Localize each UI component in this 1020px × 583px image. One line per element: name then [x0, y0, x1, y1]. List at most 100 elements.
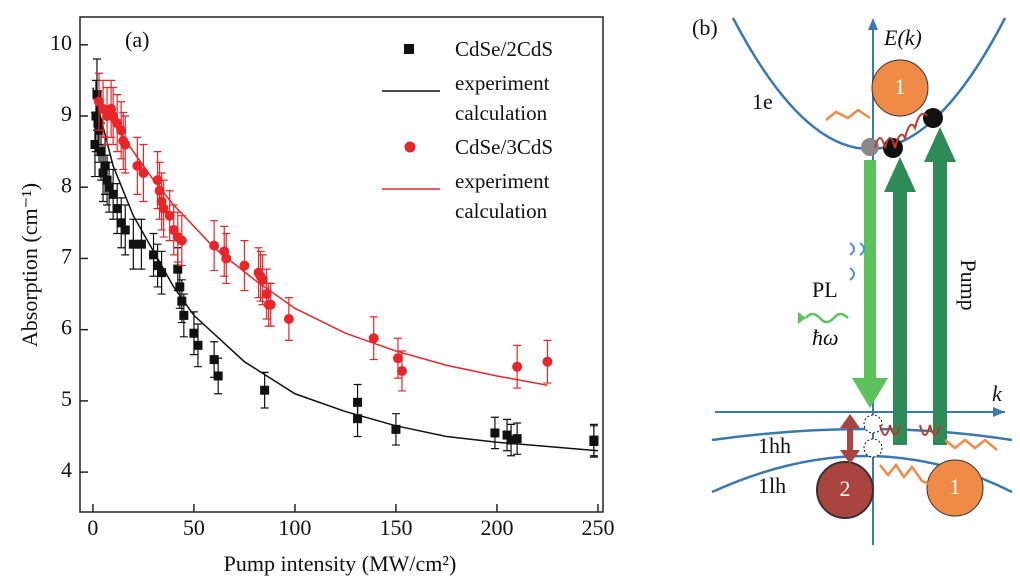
data-point	[502, 430, 512, 440]
data-point	[391, 424, 401, 434]
hh-lh-arrow-heads	[840, 414, 860, 464]
y-tick-label: 7	[61, 243, 72, 268]
pl-photon-head	[798, 312, 806, 324]
data-point	[283, 313, 294, 324]
phonon-wave	[944, 438, 998, 451]
data-point	[98, 168, 108, 178]
data-point	[138, 167, 149, 178]
data-point	[209, 355, 219, 365]
plot-frame	[79, 16, 604, 513]
data-point	[100, 161, 110, 171]
y-tick-label: 9	[61, 101, 72, 126]
fit-line	[92, 87, 599, 452]
data-point	[96, 147, 106, 157]
pl-arrow-head	[852, 378, 888, 408]
y-tick-label: 10	[50, 30, 72, 55]
data-point	[176, 235, 187, 246]
legend-label: experiment calculation	[455, 71, 550, 125]
data-point	[90, 139, 100, 149]
band-label: 1hh	[758, 433, 791, 458]
y-tick-label: 5	[61, 386, 72, 411]
data-point	[91, 111, 101, 121]
band-label: 1lh	[758, 473, 786, 498]
data-point	[239, 260, 250, 271]
phonon-spiral	[879, 424, 941, 436]
phonon-wave	[879, 462, 957, 491]
data-point	[149, 250, 159, 260]
pl-label: PL	[812, 277, 838, 302]
pump-arrow	[933, 160, 947, 445]
data-point	[128, 239, 138, 249]
particle-label: 2	[840, 476, 851, 501]
hole	[863, 438, 883, 458]
data-point	[179, 310, 189, 320]
data-point	[102, 175, 112, 185]
data-point	[120, 139, 131, 150]
data-point	[92, 90, 102, 100]
legend-label: CdSe/3CdS	[455, 135, 554, 159]
data-point	[512, 434, 522, 444]
conduction-band	[731, 17, 1007, 151]
data-point	[193, 340, 203, 350]
data-point	[132, 160, 143, 171]
band-diagram	[711, 17, 1013, 545]
x-tick-label: 50	[183, 515, 205, 540]
energy-axis-label: E(k)	[883, 25, 922, 50]
x-tick-label: 0	[87, 515, 98, 540]
data-point	[108, 189, 118, 199]
particle-label: 1	[950, 474, 961, 499]
electron	[861, 138, 879, 156]
panel-label: (b)	[692, 15, 718, 40]
data-point	[589, 436, 599, 446]
data-point	[368, 333, 379, 344]
data-point	[116, 218, 126, 228]
data-point	[173, 264, 183, 274]
x-tick-label: 250	[581, 515, 614, 540]
data-point	[104, 182, 114, 192]
electron	[923, 108, 943, 128]
pump-label: Pump	[956, 259, 981, 310]
particle	[816, 461, 874, 519]
data-point	[512, 361, 523, 372]
k-arrow	[993, 407, 1005, 417]
photon-label: ħω	[812, 325, 839, 350]
energy-arrow	[868, 18, 878, 30]
data-point	[506, 435, 516, 445]
x-axis-label: Pump intensity (MW/cm²)	[224, 551, 457, 576]
x-tick-label: 150	[379, 515, 412, 540]
y-tick-label: 8	[61, 172, 72, 197]
data-point	[112, 204, 122, 214]
data-point	[490, 428, 500, 438]
data-point	[257, 274, 268, 285]
data-point	[260, 385, 270, 395]
fit-line	[92, 97, 548, 386]
data-point	[158, 203, 169, 214]
phonon-spiral	[874, 112, 928, 149]
data-point	[189, 328, 199, 338]
x-tick-label: 100	[278, 515, 311, 540]
legend-label: CdSe/2CdS	[455, 37, 554, 61]
legend-marker	[404, 44, 414, 54]
data-point	[397, 365, 408, 376]
electron	[883, 138, 903, 158]
band-label: 1e	[752, 89, 773, 114]
data-point	[209, 240, 220, 251]
data-point	[120, 225, 130, 235]
data-point	[164, 210, 175, 221]
hole	[863, 414, 883, 434]
legend-marker	[404, 141, 416, 153]
data-point	[542, 356, 553, 367]
pl-wave	[849, 242, 865, 281]
x-tick-label: 200	[480, 515, 513, 540]
phonon-wave	[825, 108, 871, 121]
y-axis-label: Absorption (cm⁻¹)	[17, 183, 42, 347]
data-point	[213, 371, 223, 381]
pump-arrow	[893, 190, 907, 445]
data-point	[265, 299, 276, 310]
hh-band	[711, 427, 1013, 442]
particle-label: 1	[895, 74, 906, 99]
data-point	[392, 353, 403, 364]
y-tick-label: 6	[61, 315, 72, 340]
data-point	[153, 261, 163, 271]
